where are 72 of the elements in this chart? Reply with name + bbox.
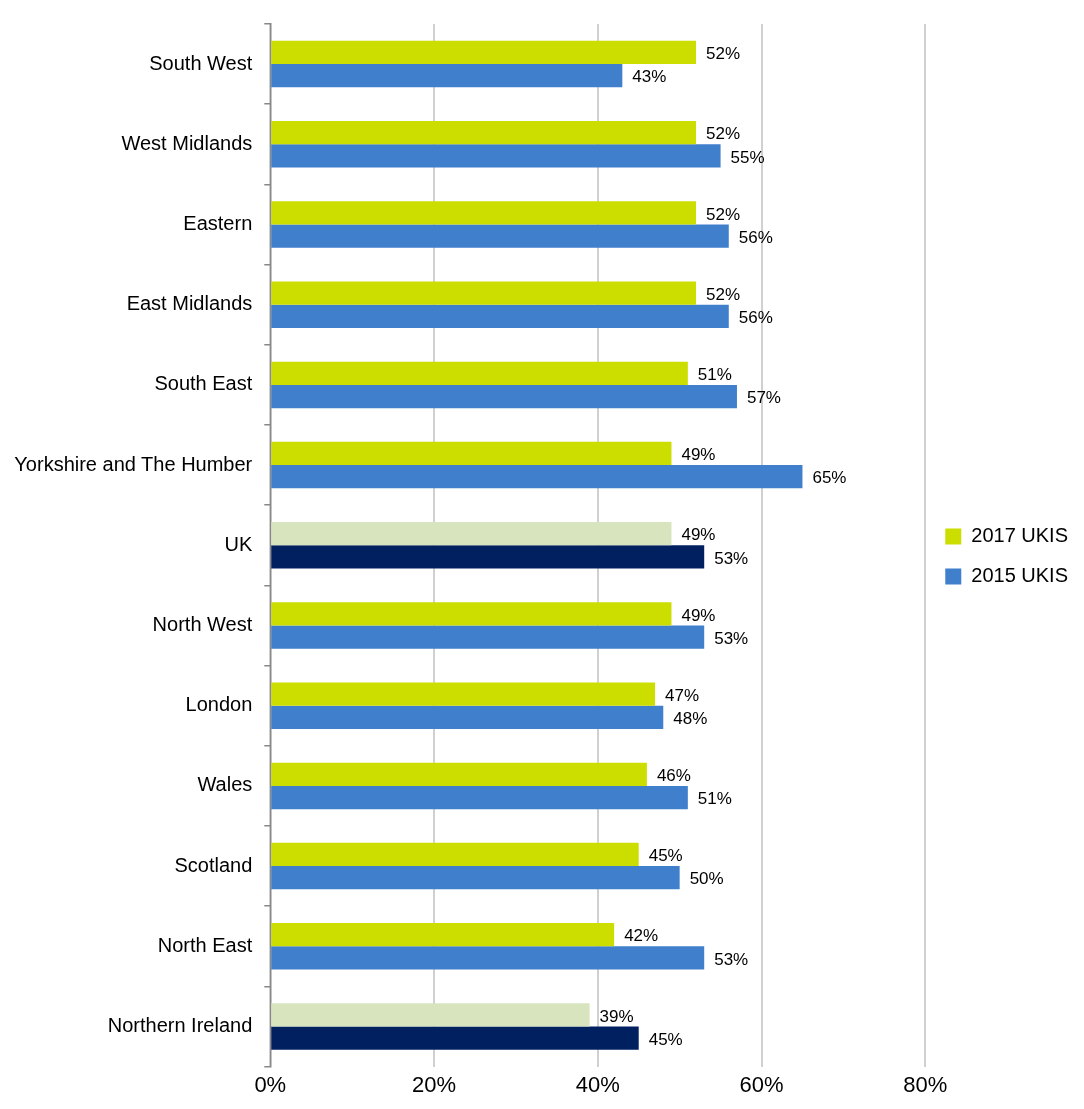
bar [271,923,615,947]
bar [271,522,672,546]
data-label: 51% [697,364,732,384]
y-tick-label: Scotland [174,853,253,876]
bar [271,361,688,385]
bar [271,1003,590,1027]
bar [271,602,672,626]
bar [271,842,639,867]
legend-label: 2017 UKIS [971,524,1069,547]
data-label: 45% [648,846,683,866]
y-tick-label: Northern Ireland [107,1014,253,1037]
data-label: 43% [632,67,667,87]
bar [271,224,729,248]
bar [271,866,680,890]
x-tick-label: 40% [575,1071,620,1097]
bar [271,281,697,305]
bar [271,441,672,466]
bar [271,384,737,409]
x-tick-label: 20% [412,1071,457,1097]
data-label: 42% [624,926,659,946]
x-tick-label: 80% [903,1071,948,1097]
data-label: 39% [599,1006,634,1026]
y-tick-label: London [185,693,253,716]
y-tick-label: South West [149,51,253,74]
bar [271,465,803,489]
bar [271,625,705,649]
data-label: 50% [689,869,724,889]
legend-label: 2015 UKIS [971,564,1069,587]
data-label: 53% [714,949,749,969]
bar [271,64,623,88]
bar [271,40,697,65]
x-tick-label: 60% [739,1071,784,1097]
y-tick-label: Wales [197,773,253,796]
bar [271,705,664,729]
y-tick-label: Yorkshire and The Humber [14,452,253,475]
bar [271,545,705,569]
data-label: 56% [738,227,773,247]
bar [271,946,705,970]
data-label: 49% [681,445,716,465]
bar [271,121,697,145]
data-label: 53% [714,628,749,648]
data-label: 53% [714,548,749,568]
y-tick-label: East Midlands [126,292,253,315]
data-label: 52% [706,124,741,144]
data-label: 46% [656,765,691,785]
bar [271,1026,639,1050]
bar [271,682,656,706]
y-tick-label: West Midlands [121,131,253,154]
y-tick-label: South East [154,372,253,395]
bar [271,785,688,810]
data-label: 65% [812,468,847,488]
data-label: 49% [681,525,716,545]
data-label: 52% [706,44,741,64]
y-tick-label: Eastern [183,212,253,235]
data-label: 51% [697,789,732,809]
data-label: 52% [706,204,741,224]
data-label: 55% [730,147,765,167]
bar [271,304,729,328]
data-label: 47% [665,685,700,705]
y-tick-label: North East [157,933,253,956]
data-label: 48% [673,709,708,729]
data-label: 57% [746,388,781,408]
x-tick-label: 0% [254,1071,287,1097]
bar [271,762,647,786]
data-label: 56% [738,308,773,328]
data-label: 45% [648,1029,683,1049]
bar [271,201,697,225]
data-label: 49% [681,605,716,625]
bar [271,144,721,168]
y-tick-label: North West [152,613,253,636]
data-label: 52% [706,284,741,304]
y-tick-label: UK [224,532,253,555]
